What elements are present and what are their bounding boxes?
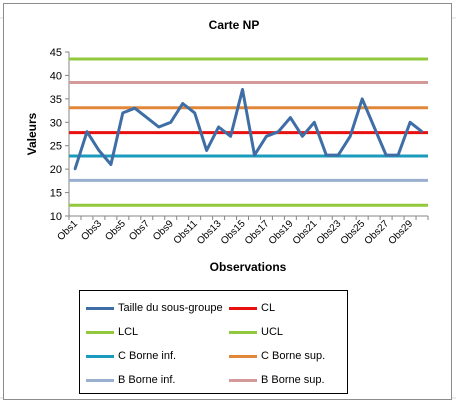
y-tick-label: 40 [50, 70, 62, 82]
legend-label: C Borne sup. [261, 350, 326, 362]
legend-swatch [86, 330, 114, 334]
y-axis-label: Valeurs [25, 112, 39, 155]
x-tick-label: Obs15 [219, 218, 248, 247]
data-point [372, 125, 376, 129]
y-tick-label: 15 [50, 188, 62, 200]
x-axis-label: Observations [210, 260, 287, 274]
data-point [420, 130, 424, 133]
data-point [133, 107, 137, 110]
legend-swatch [86, 306, 114, 310]
data-point [360, 97, 364, 101]
legend-label: UCL [261, 326, 284, 338]
x-tick-label: Obs21 [291, 218, 320, 247]
data-point [97, 149, 101, 152]
legend-label: B Borne sup. [261, 374, 325, 386]
data-point [408, 121, 412, 124]
data-point [337, 153, 340, 157]
y-tick-label: 10 [50, 211, 62, 223]
data-point [73, 167, 77, 171]
data-point [289, 116, 292, 119]
legend-swatch [86, 354, 114, 358]
data-point [193, 111, 196, 115]
legend-swatch [229, 306, 257, 310]
line-chart: Carte NP Valeurs Observations Obs1 Obs3 Ob… [25, 18, 429, 274]
legend-label: C Borne inf. [118, 350, 177, 362]
y-tick-label: 45 [50, 47, 62, 59]
y-tick-labels: 10 15 20 25 30 35 40 45 [50, 47, 69, 223]
legend-label: Taille du sous-groupe [118, 302, 223, 314]
data-point [85, 130, 89, 133]
series-line-taille-du-sous-groupe [73, 88, 423, 170]
data-point [121, 111, 125, 115]
data-point [169, 121, 172, 124]
data-point [181, 102, 184, 105]
data-point [229, 135, 232, 138]
legend-label: LCL [118, 326, 139, 338]
reference-lines [69, 57, 428, 207]
x-tick-label: Obs25 [339, 218, 368, 247]
legend-item: UCL [229, 323, 283, 341]
data-point [205, 149, 208, 152]
legend-label: B Borne inf. [118, 374, 176, 386]
data-point [109, 163, 113, 166]
y-tick-label: 20 [50, 164, 62, 176]
legend[interactable]: Taille du sous-groupe CL LCL UCL C Borne inf… [79, 290, 348, 394]
data-point [301, 135, 304, 138]
data-series [73, 88, 424, 171]
y-tick-label: 30 [50, 117, 62, 129]
data-point [265, 135, 268, 138]
x-tick-label: Obs19 [267, 218, 296, 247]
legend-item: CL [229, 299, 275, 317]
x-tick-labels: Obs1 Obs3 Obs5 Obs7 Obs9Obs11Obs13Obs15Obs17… [55, 216, 429, 247]
data-point [277, 130, 280, 133]
legend-swatch [229, 354, 257, 358]
legend-swatch [229, 378, 257, 382]
data-point [217, 125, 220, 129]
legend-item: Taille du sous-groupe [86, 299, 223, 317]
data-point [313, 121, 316, 124]
x-tick-label: Obs27 [363, 218, 392, 247]
legend-item: LCL [86, 323, 138, 341]
x-tick-label: Obs5 [103, 218, 128, 243]
x-tick-label: Obs13 [195, 218, 224, 247]
x-tick-label: Obs17 [243, 218, 272, 247]
legend-item: B Borne inf. [86, 371, 175, 389]
data-point [396, 153, 400, 157]
chart-title: Carte NP [209, 18, 260, 32]
x-tick-label: Obs23 [315, 218, 344, 247]
x-tick-label: Obs3 [79, 218, 104, 243]
data-point [157, 125, 160, 129]
data-point [384, 153, 388, 157]
legend-item: C Borne inf. [86, 347, 176, 365]
legend-label: CL [261, 302, 276, 314]
data-point [253, 153, 256, 157]
y-tick-label: 35 [50, 94, 62, 106]
data-point [145, 116, 148, 119]
data-point [325, 153, 328, 157]
x-tick-label: Obs29 [387, 218, 416, 247]
legend-swatch [86, 378, 114, 382]
data-point [349, 135, 352, 138]
legend-swatch [229, 330, 257, 334]
legend-item: B Borne sup. [229, 371, 325, 389]
legend-item: C Borne sup. [229, 347, 325, 365]
x-tick-label: Obs7 [127, 218, 152, 243]
data-point [241, 88, 244, 91]
y-tick-label: 25 [50, 141, 62, 153]
x-tick-label: Obs11 [172, 218, 200, 246]
